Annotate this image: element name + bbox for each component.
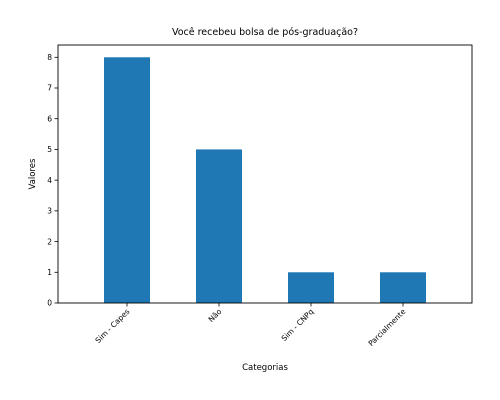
x-axis: Sim - Capes Não Sim - CNPq Parcialmente [93, 303, 408, 348]
x-axis-label: Categorias [242, 363, 288, 373]
x-tick-label-0: Sim - Capes [93, 307, 131, 345]
x-tick-label-3: Parcialmente [367, 307, 408, 348]
bar-0 [104, 57, 150, 304]
y-tick-label-4: 4 [47, 176, 52, 185]
y-tick-label-2: 2 [47, 237, 52, 246]
y-tick-label-1: 1 [47, 268, 52, 277]
bars-group [104, 57, 426, 304]
y-axis-label: Valores [28, 158, 38, 189]
y-tick-label-6: 6 [47, 114, 52, 123]
chart-title: Você recebeu bolsa de pós-graduação? [172, 27, 358, 38]
bar-3 [380, 272, 426, 303]
bar-2 [288, 272, 334, 303]
bar-1 [196, 149, 242, 303]
y-tick-label-7: 7 [47, 84, 52, 93]
plot-frame [57, 44, 473, 304]
x-tick-label-2: Sim - CNPq [280, 307, 316, 343]
y-tick-label-5: 5 [47, 145, 52, 154]
y-tick-label-8: 8 [47, 53, 52, 62]
y-axis: 0 1 2 3 4 5 6 7 8 [47, 53, 58, 308]
y-tick-label-3: 3 [47, 207, 52, 216]
x-tick-label-1: Não [207, 307, 224, 324]
y-tick-label-0: 0 [47, 299, 52, 308]
